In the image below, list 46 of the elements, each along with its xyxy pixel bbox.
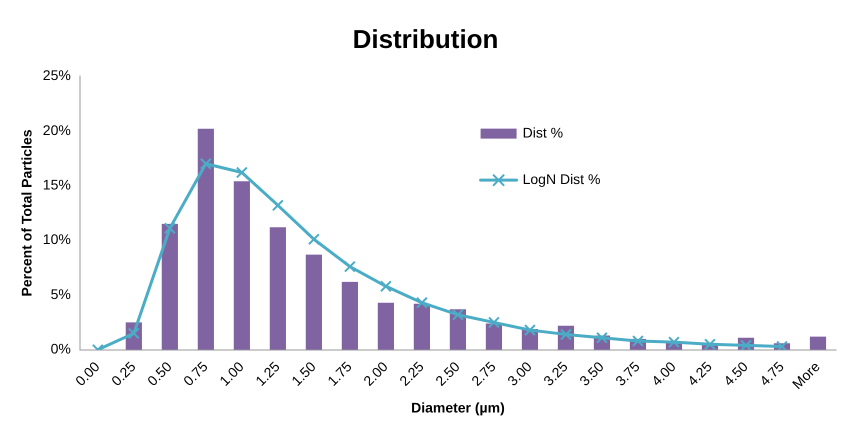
y-tick-label: 0%	[50, 340, 71, 357]
point	[380, 280, 392, 292]
bar	[198, 128, 214, 350]
point	[632, 335, 644, 347]
y-tick-label: 15%	[42, 176, 71, 192]
point	[308, 233, 320, 246]
bar	[270, 227, 286, 350]
legend-label: LogN Dist %	[522, 171, 600, 188]
bar	[342, 282, 358, 350]
point	[668, 336, 680, 348]
bar	[486, 324, 502, 350]
y-tick-label: 20%	[42, 122, 71, 138]
point	[272, 199, 284, 212]
point	[488, 316, 500, 328]
point	[524, 324, 536, 336]
bar	[234, 181, 250, 350]
x-tick-label: 3.50	[576, 358, 607, 389]
x-tick-label: 3.00	[504, 358, 535, 389]
x-tick-label: 0.50	[144, 358, 175, 389]
bar	[810, 336, 826, 350]
point	[452, 308, 464, 321]
bar	[306, 254, 322, 350]
y-axis-title: Percent of Total Particles	[18, 129, 34, 296]
bar	[378, 302, 394, 350]
point	[776, 340, 788, 350]
point	[164, 222, 176, 234]
chart-title: Distribution	[352, 24, 498, 54]
y-tick-label: 10%	[42, 231, 71, 248]
point	[200, 158, 212, 170]
x-tick-label: 4.75	[756, 358, 787, 389]
y-tick-label: 25%	[42, 67, 71, 84]
x-axis-title: Diameter (µm)	[411, 399, 505, 416]
point	[236, 166, 248, 178]
point	[416, 296, 428, 309]
x-tick-label: 4.00	[648, 358, 679, 389]
bar	[162, 224, 178, 350]
x-tick-label: 4.25	[684, 358, 715, 389]
x-tick-label: 0.25	[108, 358, 139, 389]
bar	[414, 304, 430, 350]
point	[344, 260, 356, 273]
x-tick-label: 0.75	[180, 358, 211, 389]
x-tick-label: 4.50	[720, 358, 751, 389]
y-tick-label: 5%	[50, 286, 71, 302]
point	[704, 338, 716, 350]
x-tick-label: 0.00	[72, 358, 103, 389]
legend-label: Dist %	[522, 124, 564, 141]
